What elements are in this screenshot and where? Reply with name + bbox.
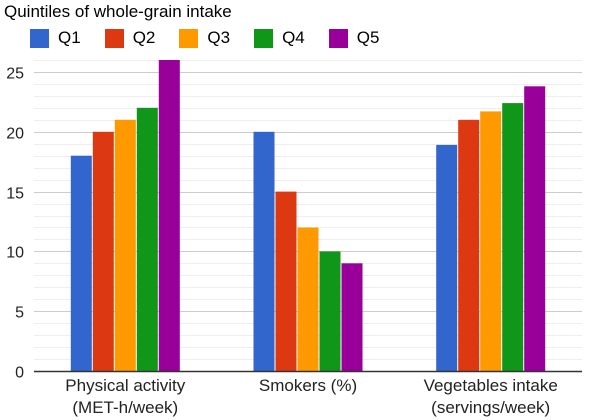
y-tick-label: 20 xyxy=(6,126,24,143)
y-tick-label: 25 xyxy=(6,66,24,83)
bar-q5-0 xyxy=(158,60,180,371)
y-tick-label: 10 xyxy=(6,245,24,262)
bar-q3-0 xyxy=(114,119,136,371)
legend-swatch-q4 xyxy=(254,28,274,48)
x-category-label: (MET-h/week) xyxy=(72,398,178,417)
y-tick-label: 5 xyxy=(15,305,24,322)
y-tick-label: 15 xyxy=(6,186,24,203)
bar-q4-1 xyxy=(319,251,341,371)
legend: Q1 Q2 Q3 Q4 Q5 xyxy=(30,28,403,48)
x-category-label: Smokers (%) xyxy=(259,376,357,395)
legend-label-q1: Q1 xyxy=(58,28,81,47)
legend-item-q4: Q4 xyxy=(254,28,305,48)
bar-q5-2 xyxy=(524,86,546,372)
legend-swatch-q3 xyxy=(179,28,199,48)
legend-swatch-q2 xyxy=(104,28,124,48)
bar-q3-2 xyxy=(480,111,502,372)
y-tick-label: 0 xyxy=(15,365,24,382)
legend-label-q2: Q2 xyxy=(132,28,156,47)
legend-label-q3: Q3 xyxy=(207,28,231,47)
legend-item-q3: Q3 xyxy=(179,28,230,48)
bar-q1-1 xyxy=(253,131,275,371)
legend-swatch-q1 xyxy=(30,28,49,48)
legend-label-q4: Q4 xyxy=(282,28,305,47)
legend-item-q2: Q2 xyxy=(104,28,156,48)
legend-label-q5: Q5 xyxy=(356,28,380,47)
x-category-label: (servings/week) xyxy=(431,398,550,417)
bar-q2-2 xyxy=(458,119,480,371)
bar-q2-0 xyxy=(92,131,114,371)
legend-title: Quintiles of whole-grain intake xyxy=(4,2,232,21)
legend-swatch-q5 xyxy=(328,28,348,48)
x-category-label: Physical activity xyxy=(65,376,185,395)
legend-item-q1: Q1 xyxy=(30,28,81,48)
legend-item-q5: Q5 xyxy=(328,28,380,48)
bar-q1-0 xyxy=(70,155,92,371)
bar-q4-0 xyxy=(136,107,158,372)
bar-q3-1 xyxy=(297,227,319,371)
bar-q4-2 xyxy=(502,103,524,371)
x-category-label: Vegetables intake xyxy=(424,376,558,395)
bar-q5-1 xyxy=(341,263,363,371)
bar-q1-2 xyxy=(436,144,458,371)
bar-q2-1 xyxy=(275,191,297,371)
